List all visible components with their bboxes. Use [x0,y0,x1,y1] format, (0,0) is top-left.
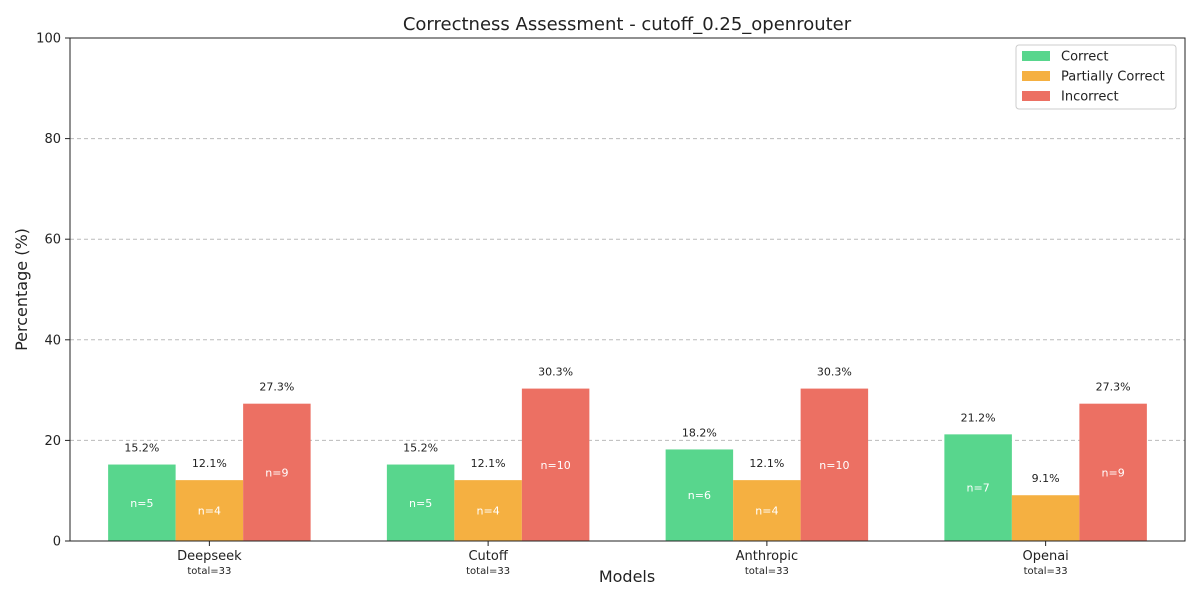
category-total-label: total=33 [187,566,231,577]
y-axis-label: Percentage (%) [12,228,31,351]
legend-swatch [1022,51,1050,61]
bar [1011,495,1080,541]
bar-value-label: 12.1% [471,457,506,470]
category-label: Deepseek [177,549,242,564]
bar-value-label: 12.1% [749,457,784,470]
y-tick-label: 80 [44,132,61,147]
category-label: Anthropic [736,549,799,564]
legend-label: Partially Correct [1061,70,1165,85]
bar [243,403,311,541]
bar-value-label: 15.2% [124,442,159,455]
y-tick-label: 20 [44,434,61,449]
x-axis-label: Models [599,567,655,586]
legend-label: Incorrect [1061,90,1119,105]
bar-value-label: 27.3% [1096,381,1131,394]
bar [665,449,734,541]
category-label: Cutoff [468,549,508,564]
y-tick-label: 100 [36,32,61,47]
plot-frame [69,37,1186,542]
bar [1079,403,1147,541]
legend-swatch [1022,91,1050,101]
bar [386,464,455,541]
bar [944,434,1012,541]
y-tick-label: 0 [53,535,61,550]
bars: 15.2% n=5 12.1% n=4 27.3% n=9 15.2% n=5 12.1% n=4… [108,366,1147,541]
bar [733,480,801,541]
gridlines [70,138,1185,441]
bar-value-label: 15.2% [403,442,438,455]
bar [800,388,869,541]
category-total-label: total=33 [1024,566,1068,577]
bar-count-label: n=7 [967,482,990,495]
bar-value-label: 18.2% [682,426,717,439]
chart-title: Correctness Assessment - cutoff_0.25_ope… [403,14,852,35]
legend-swatch [1022,71,1050,81]
bar-count-label: n=4 [477,505,500,518]
bar-count-label: n=9 [265,466,288,479]
bar-value-label: 12.1% [192,457,227,470]
bar-value-label: 21.2% [961,411,996,424]
bar-count-label: n=5 [409,497,432,510]
bar [454,480,522,541]
legend: Correct Partially Correct Incorrect [1015,44,1177,110]
bar [175,480,244,541]
bar-count-label: n=10 [819,459,849,472]
bar-value-label: 30.3% [817,366,852,379]
bar [521,388,590,541]
category-total-label: total=33 [466,566,510,577]
bar-count-label: n=4 [755,505,778,518]
category-total-label: total=33 [745,566,789,577]
bar-count-label: n=6 [688,489,711,502]
bar-count-label: n=10 [541,459,571,472]
y-tick-label: 60 [44,233,61,248]
legend-box [1015,44,1177,110]
bar-count-label: n=5 [130,497,153,510]
bar [108,464,176,541]
bar-value-label: 30.3% [538,366,573,379]
category-label: Openai [1022,549,1068,564]
y-axis-ticks: 0 20 40 60 80 100 [36,32,70,550]
bar-value-label: 27.3% [259,381,294,394]
x-axis-ticks: Deepseek total=33 Cutoff total=33 Anthropic t… [177,541,1069,577]
legend-label: Correct [1061,50,1108,65]
bar-count-label: n=9 [1102,466,1125,479]
y-tick-label: 40 [44,333,61,348]
bar-count-label: n=4 [198,505,221,518]
bar-value-label: 9.1% [1032,472,1060,485]
